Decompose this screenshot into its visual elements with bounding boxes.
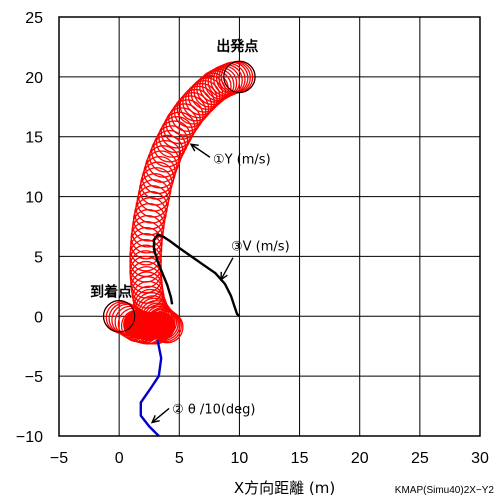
x-tick-label: −5 [50, 450, 68, 467]
position-circle [155, 125, 189, 158]
series-label-y: ①Y (m/s) [213, 152, 271, 167]
series-label-theta: ② θ /10(deg) [172, 402, 255, 417]
arrow-y [189, 143, 211, 158]
annotation-arrows [150, 143, 234, 424]
velocity-line [152, 233, 241, 318]
position-circle [171, 99, 204, 132]
position-circle [141, 161, 175, 195]
y-tick-label: −5 [25, 369, 43, 386]
theta-line [139, 339, 163, 437]
x-tick-label: 0 [115, 450, 124, 467]
y-tick-label: −10 [16, 429, 43, 446]
position-circles [102, 60, 256, 345]
x-tick-label: 30 [471, 450, 489, 467]
position-circle [129, 238, 162, 272]
y-tick-label: 25 [25, 10, 43, 27]
arrow-theta [150, 407, 170, 424]
start-marker [223, 60, 256, 93]
x-tick-label: 20 [351, 450, 369, 467]
position-circle [185, 82, 218, 116]
position-circle [193, 74, 227, 108]
x-tick-label: 15 [291, 450, 309, 467]
position-circle [204, 66, 238, 100]
position-circle [196, 72, 229, 106]
position-circle [190, 77, 224, 110]
y-tick-label: 20 [25, 70, 43, 87]
position-circle [129, 232, 163, 266]
tick-labels: −5 0 5 10 15 20 25 30 25 20 15 10 5 0 −5 −10 [16, 10, 489, 467]
position-circle [143, 155, 176, 189]
x-tick-label: 10 [231, 450, 249, 467]
y-tick-label: 0 [34, 309, 43, 326]
position-circle [130, 226, 163, 260]
grid [58, 16, 481, 437]
y-tick-label: 15 [25, 130, 43, 147]
plot-frame [58, 16, 481, 437]
position-circle [201, 68, 235, 102]
arrival-point-label: 到着点 [90, 283, 132, 300]
position-circle [173, 95, 207, 128]
position-circle [182, 85, 215, 119]
position-circle [160, 116, 194, 149]
start-point-label: 出発点 [216, 38, 258, 55]
arrow-v [220, 257, 234, 282]
credit-text: KMAP(Simu40)2X−Y2 [395, 485, 494, 496]
series-label-v: ③V (m/s) [231, 240, 290, 255]
y-tick-label: 5 [34, 249, 43, 266]
arrival-marker [103, 300, 136, 333]
position-circle-filled [147, 311, 176, 340]
x-tick-label: 5 [175, 450, 184, 467]
x-axis-label: X方向距離 (m) [234, 479, 335, 497]
position-circle [179, 88, 213, 122]
position-circle [158, 120, 191, 154]
x-tick-label: 25 [411, 450, 429, 467]
plot-border [58, 16, 481, 437]
y-tick-label: 10 [25, 190, 43, 207]
